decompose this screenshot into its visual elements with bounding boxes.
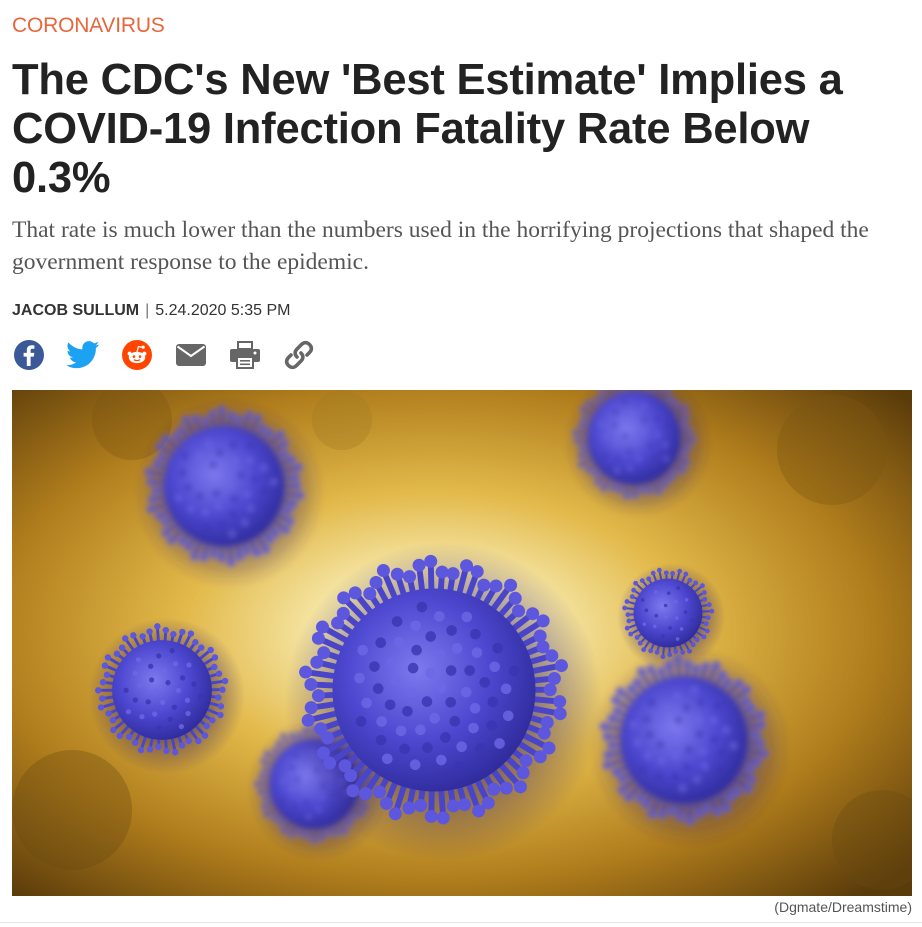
copy-link-button[interactable] bbox=[282, 338, 316, 372]
print-button[interactable] bbox=[228, 338, 262, 372]
share-email-button[interactable] bbox=[174, 338, 208, 372]
coronavirus-illustration bbox=[12, 390, 912, 896]
virus-particle bbox=[284, 542, 603, 862]
category-kicker[interactable]: CORONAVIRUS bbox=[12, 14, 165, 37]
virus-particle bbox=[590, 647, 790, 848]
facebook-icon bbox=[14, 340, 44, 370]
print-icon bbox=[230, 341, 260, 369]
byline: JACOB SULLUM | 5.24.2020 5:35 PM bbox=[12, 302, 290, 320]
publish-date: 5.24.2020 5:35 PM bbox=[155, 302, 291, 319]
share-facebook-button[interactable] bbox=[12, 338, 46, 372]
image-credit: (Dgmate/Dreamstime) bbox=[774, 899, 912, 915]
author-link[interactable]: JACOB SULLUM bbox=[12, 302, 140, 319]
virus-particle bbox=[88, 617, 245, 775]
article-dek: That rate is much lower than the numbers… bbox=[12, 217, 869, 275]
share-reddit-button[interactable] bbox=[120, 338, 154, 372]
virus-particle bbox=[135, 398, 325, 588]
article-headline: The CDC's New 'Best Estimate' Implies a … bbox=[12, 56, 843, 202]
reddit-icon bbox=[122, 340, 152, 370]
hero-image bbox=[12, 390, 912, 896]
virus-particle bbox=[617, 563, 726, 671]
share-twitter-button[interactable] bbox=[66, 338, 100, 372]
byline-separator: | bbox=[145, 302, 150, 319]
share-bar bbox=[12, 338, 336, 372]
divider bbox=[0, 922, 922, 923]
link-icon bbox=[284, 340, 314, 370]
virus-particle bbox=[565, 390, 712, 517]
email-icon bbox=[176, 344, 206, 366]
twitter-icon bbox=[66, 341, 100, 369]
